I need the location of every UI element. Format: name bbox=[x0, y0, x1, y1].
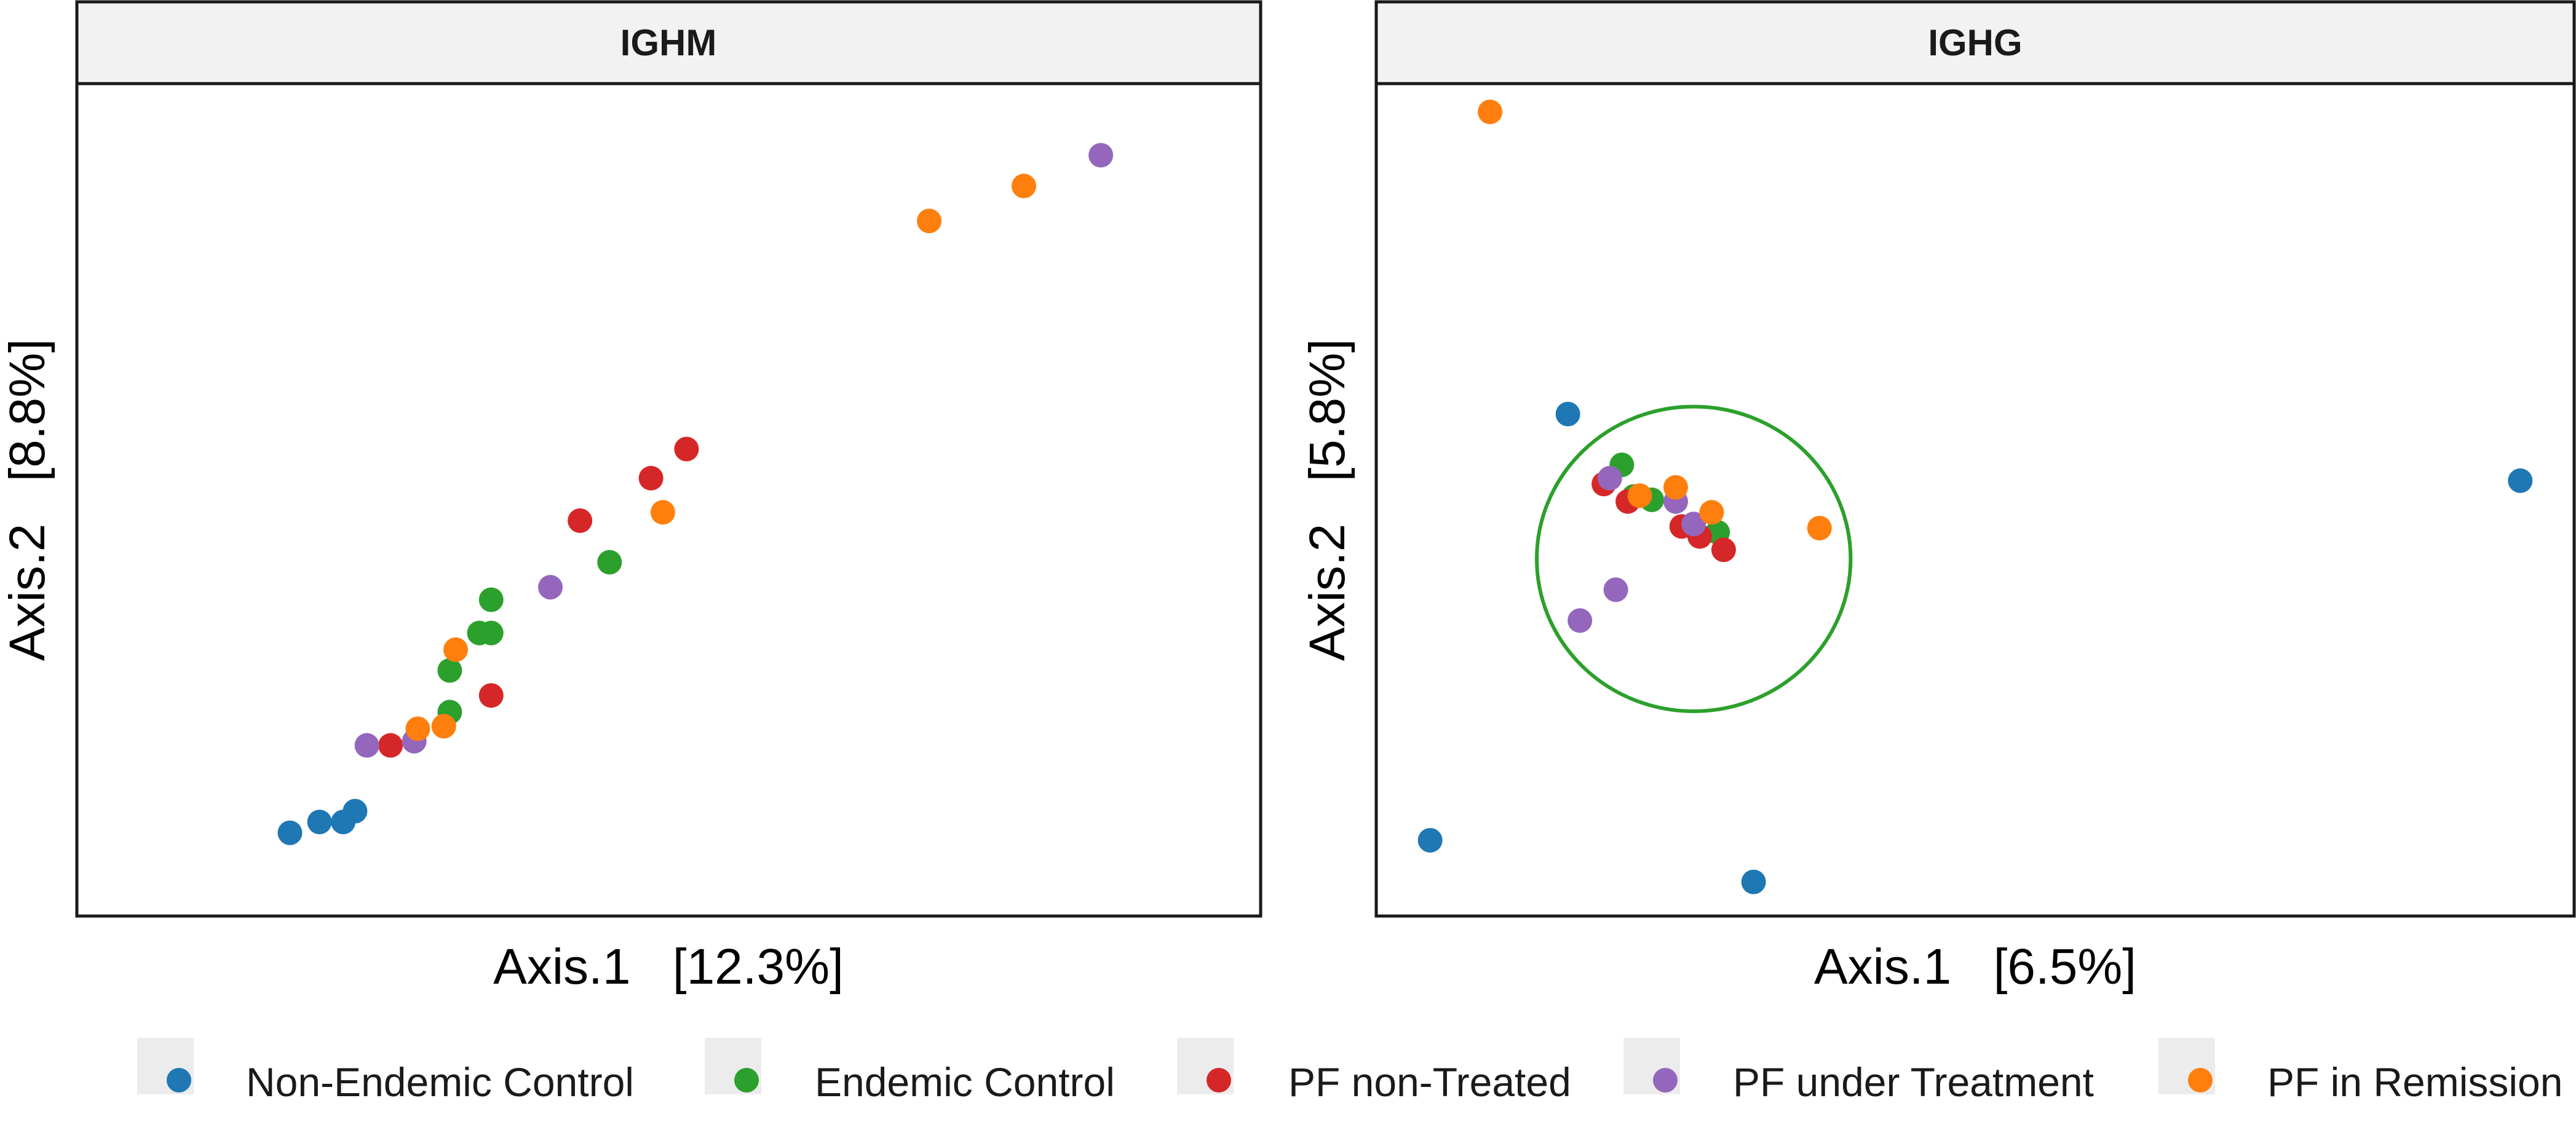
ighg-strip bbox=[1374, 0, 2576, 85]
legend-key-pf-in-remission bbox=[2188, 1068, 2213, 1092]
point-pf-under-treatment bbox=[354, 733, 379, 758]
legend-key-pf-non-treated bbox=[1207, 1068, 1231, 1092]
confidence-ellipse-endemic-control bbox=[1535, 405, 1853, 713]
point-pf-non-treated bbox=[478, 683, 504, 708]
point-pf-non-treated bbox=[568, 508, 593, 533]
ighg-x-axis-title: Axis.1 [6.5%] bbox=[1814, 939, 2136, 995]
ighm-plot-area bbox=[75, 82, 1262, 918]
point-non-endemic-control bbox=[1741, 869, 1766, 895]
ighm-x-axis-title: Axis.1 [12.3%] bbox=[493, 939, 844, 995]
point-non-endemic-control bbox=[1555, 401, 1580, 427]
point-pf-in-remission bbox=[1012, 173, 1036, 199]
point-pf-in-remission bbox=[917, 208, 941, 234]
point-pf-under-treatment bbox=[1681, 512, 1706, 537]
ighg-strip-title: IGHG bbox=[1928, 22, 2022, 63]
legend-key-pf-under-treatment bbox=[1653, 1068, 1678, 1092]
point-pf-under-treatment bbox=[538, 575, 563, 600]
point-pf-in-remission bbox=[1699, 500, 1724, 525]
legend: Non-Endemic Control Endemic Control PF n… bbox=[137, 1038, 2562, 1105]
point-pf-non-treated bbox=[638, 465, 664, 491]
point-pf-in-remission bbox=[650, 500, 675, 525]
point-pf-under-treatment bbox=[1567, 608, 1593, 633]
legend-item-non-endemic-control: Non-Endemic Control bbox=[137, 1038, 634, 1105]
ighg-plot-area bbox=[1374, 82, 2576, 918]
point-non-endemic-control bbox=[277, 820, 303, 845]
point-pf-in-remission bbox=[1807, 516, 1832, 541]
ighg-ellipses bbox=[1535, 405, 1853, 713]
point-endemic-control bbox=[437, 658, 462, 683]
point-pf-in-remission bbox=[1627, 483, 1652, 508]
point-endemic-control bbox=[478, 620, 504, 646]
point-endemic-control bbox=[478, 587, 504, 612]
legend-label-pf-under-treatment: PF under Treatment bbox=[1733, 1059, 2094, 1105]
panel-ighm: IGHM Axis.1 [12.3%] Axis.2 [8.8%] bbox=[0, 0, 1262, 995]
point-pf-non-treated bbox=[674, 437, 699, 462]
legend-item-pf-non-treated: PF non-Treated bbox=[1177, 1038, 1571, 1105]
point-non-endemic-control bbox=[1417, 828, 1443, 853]
point-pf-in-remission bbox=[1663, 475, 1688, 500]
panel-ighg: IGHG Axis.1 [6.5%] Axis.2 [5.8%] bbox=[1299, 0, 2576, 995]
ighm-points bbox=[277, 143, 1114, 845]
ighm-strip bbox=[75, 0, 1262, 85]
point-endemic-control bbox=[597, 550, 622, 575]
ighm-strip-title: IGHM bbox=[620, 22, 717, 63]
ighg-y-axis-title: Axis.2 [5.8%] bbox=[1299, 339, 1355, 661]
point-pf-in-remission bbox=[443, 637, 468, 662]
point-non-endemic-control bbox=[307, 809, 332, 834]
legend-item-pf-under-treatment: PF under Treatment bbox=[1623, 1038, 2094, 1105]
point-pf-under-treatment bbox=[1603, 577, 1628, 602]
point-pf-under-treatment bbox=[1088, 143, 1114, 168]
ighm-y-axis-title: Axis.2 [8.8%] bbox=[0, 339, 55, 661]
ighg-points bbox=[1417, 100, 2533, 895]
legend-label-non-endemic-control: Non-Endemic Control bbox=[246, 1059, 634, 1105]
legend-label-pf-non-treated: PF non-Treated bbox=[1288, 1059, 1571, 1105]
point-pf-in-remission bbox=[431, 714, 456, 739]
point-pf-non-treated bbox=[378, 733, 403, 758]
point-non-endemic-control bbox=[2508, 468, 2533, 493]
legend-key-non-endemic-control bbox=[167, 1068, 191, 1092]
point-non-endemic-control bbox=[343, 799, 368, 824]
point-pf-in-remission bbox=[1478, 100, 1503, 125]
point-pf-non-treated bbox=[1711, 537, 1736, 563]
legend-label-endemic-control: Endemic Control bbox=[815, 1059, 1115, 1105]
legend-label-pf-in-remission: PF in Remission bbox=[2267, 1059, 2562, 1105]
point-pf-under-treatment bbox=[1597, 465, 1622, 491]
legend-item-pf-in-remission: PF in Remission bbox=[2158, 1038, 2562, 1105]
legend-key-endemic-control bbox=[734, 1068, 759, 1092]
legend-item-endemic-control: Endemic Control bbox=[705, 1038, 1115, 1105]
point-pf-in-remission bbox=[405, 716, 430, 741]
